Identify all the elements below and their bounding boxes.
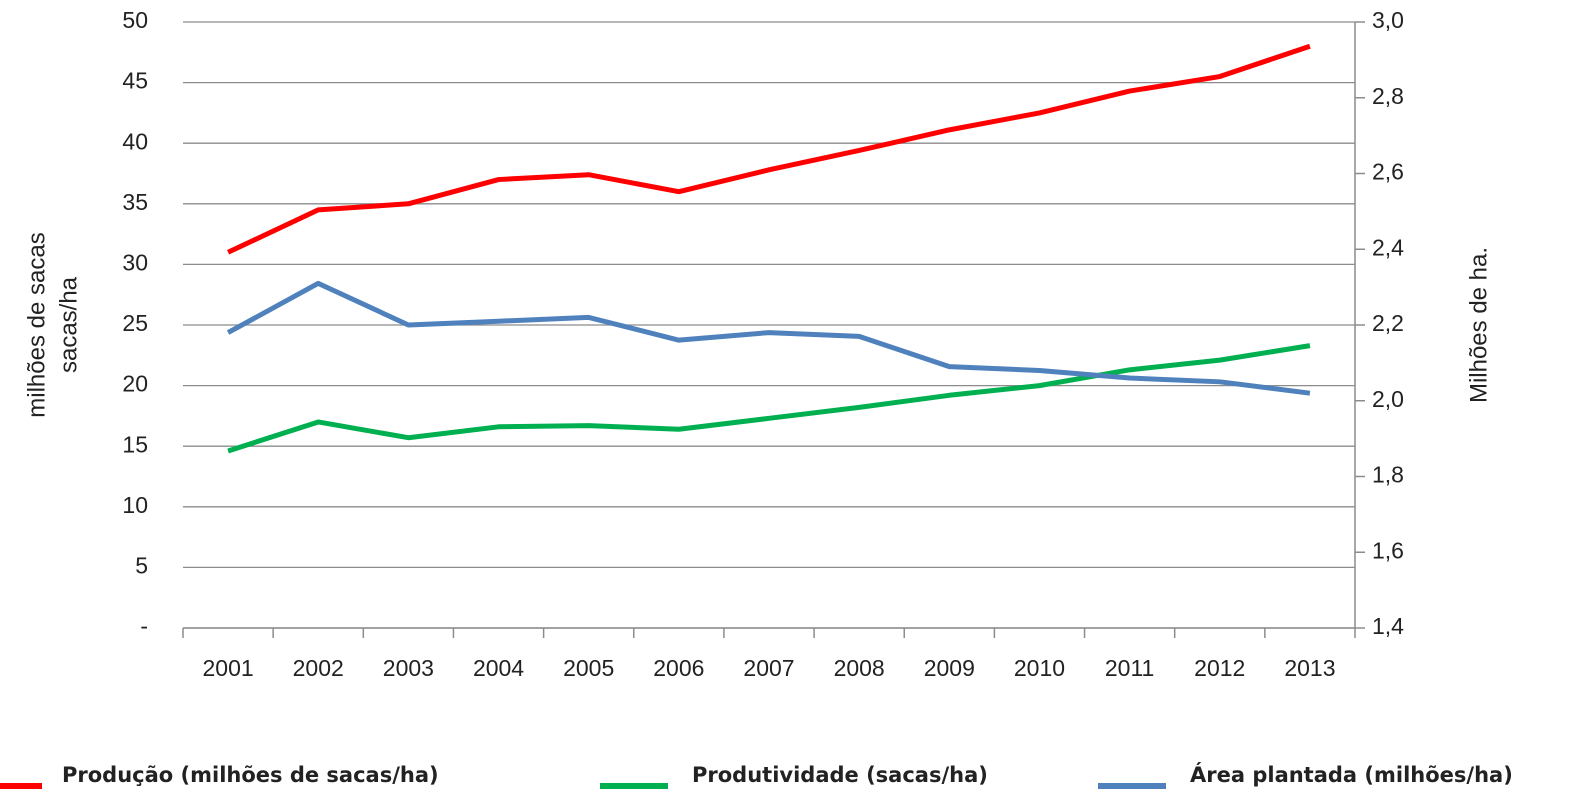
data-line — [227, 43, 1311, 255]
y2-tick-label: 1,8 — [1372, 462, 1404, 488]
x-tick-label: 2002 — [293, 655, 344, 681]
y2-tick-label: 1,4 — [1372, 613, 1404, 639]
legend-label: Produtividade (sacas/ha) — [692, 763, 988, 787]
y2-tick-label: 3,0 — [1372, 7, 1404, 33]
x-tick-label: 2008 — [834, 655, 885, 681]
x-tick-label: 2007 — [743, 655, 794, 681]
x-tick-label: 2006 — [653, 655, 704, 681]
data-line — [227, 343, 1311, 454]
y-tick-label: 5 — [135, 552, 148, 578]
y2-tick-label: 2,0 — [1372, 386, 1404, 412]
y-tick-label: 40 — [122, 128, 148, 154]
x-tick-label: 2009 — [924, 655, 975, 681]
y2-tick-label: 1,6 — [1372, 537, 1404, 563]
y2-axis-title: Milhões de ha. — [1465, 247, 1492, 403]
x-tick-label: 2001 — [202, 655, 253, 681]
y2-tick-label: 2,2 — [1372, 310, 1404, 336]
y2-tick-label: 2,4 — [1372, 234, 1404, 260]
legend-label: Área plantada (milhões/ha) — [1190, 762, 1513, 787]
y-tick-label: 20 — [122, 371, 148, 397]
y-tick-label: 35 — [122, 189, 148, 215]
y-tick-label: 30 — [122, 249, 148, 275]
x-tick-label: 2011 — [1105, 655, 1154, 681]
y-tick-label: 45 — [122, 68, 148, 94]
legend-label: Produção (milhões de sacas/ha) — [62, 763, 439, 787]
x-tick-label: 2003 — [383, 655, 434, 681]
x-tick-label: 2010 — [1014, 655, 1065, 681]
x-tick-label: 2012 — [1194, 655, 1245, 681]
y2-tick-label: 2,8 — [1372, 83, 1404, 109]
y-tick-label: 25 — [122, 310, 148, 336]
y-tick-label: 15 — [122, 431, 148, 457]
x-tick-label: 2013 — [1284, 655, 1335, 681]
y-axis-title: sacas/ha — [55, 276, 82, 373]
y2-tick-label: 2,6 — [1372, 159, 1404, 185]
y-tick-label: 10 — [122, 492, 148, 518]
x-tick-label: 2004 — [473, 655, 524, 681]
y-tick-label: 50 — [122, 7, 148, 33]
y-tick-label: - — [140, 613, 148, 639]
data-line — [226, 280, 1311, 396]
x-tick-label: 2005 — [563, 655, 614, 681]
y-axis-title: milhões de sacas — [23, 232, 50, 417]
